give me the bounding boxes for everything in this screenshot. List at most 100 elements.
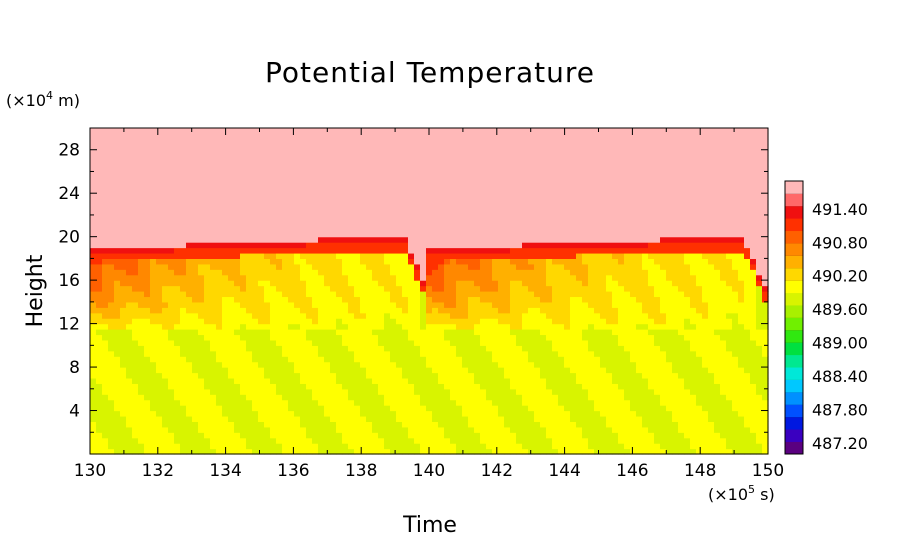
- heatmap-cell: [168, 176, 175, 183]
- heatmap-cell: [306, 291, 313, 298]
- heatmap-cell: [282, 187, 289, 194]
- heatmap-cell: [234, 301, 241, 308]
- heatmap-cell: [162, 318, 169, 325]
- heatmap-cell: [474, 274, 481, 281]
- heatmap-cell: [222, 187, 229, 194]
- heatmap-cell: [138, 176, 145, 183]
- heatmap-cell: [348, 176, 355, 183]
- heatmap-cell: [552, 415, 559, 422]
- heatmap-cell: [180, 138, 187, 145]
- heatmap-cell: [312, 405, 319, 412]
- heatmap-cell: [402, 242, 409, 249]
- heatmap-cell: [570, 242, 577, 249]
- heatmap-cell: [144, 432, 151, 439]
- heatmap-cell: [186, 437, 193, 444]
- heatmap-cell: [246, 405, 253, 412]
- heatmap-cell: [576, 220, 583, 227]
- heatmap-cell: [444, 377, 451, 384]
- heatmap-cell: [426, 361, 433, 368]
- heatmap-cell: [186, 307, 193, 314]
- heatmap-cell: [516, 301, 523, 308]
- heatmap-cell: [570, 329, 577, 336]
- heatmap-cell: [186, 214, 193, 221]
- heatmap-cell: [492, 274, 499, 281]
- heatmap-cell: [390, 149, 397, 156]
- heatmap-cell: [534, 236, 541, 243]
- heatmap-cell: [144, 426, 151, 433]
- heatmap-cell: [552, 377, 559, 384]
- heatmap-cell: [264, 171, 271, 178]
- heatmap-cell: [258, 372, 265, 379]
- heatmap-cell: [240, 138, 247, 145]
- heatmap-cell: [528, 198, 535, 205]
- heatmap-cell: [150, 149, 157, 156]
- heatmap-cell: [222, 149, 229, 156]
- heatmap-cell: [294, 247, 301, 254]
- heatmap-cell: [282, 280, 289, 287]
- heatmap-cell: [318, 345, 325, 352]
- heatmap-cell: [462, 291, 469, 298]
- heatmap-cell: [294, 214, 301, 221]
- heatmap-cell: [174, 405, 181, 412]
- heatmap-cell: [264, 160, 271, 167]
- heatmap-cell: [558, 361, 565, 368]
- heatmap-cell: [336, 312, 343, 319]
- heatmap-cell: [96, 388, 103, 395]
- heatmap-cell: [438, 193, 445, 200]
- heatmap-cell: [102, 214, 109, 221]
- heatmap-cell: [258, 220, 265, 227]
- heatmap-cell: [240, 133, 247, 140]
- heatmap-cell: [342, 399, 349, 406]
- heatmap-cell: [210, 426, 217, 433]
- heatmap-cell: [564, 274, 571, 281]
- heatmap-cell: [588, 426, 595, 433]
- heatmap-cell: [468, 410, 475, 417]
- heatmap-cell: [150, 323, 157, 330]
- heatmap-cell: [288, 252, 295, 259]
- heatmap-cell: [336, 144, 343, 151]
- heatmap-cell: [108, 263, 115, 270]
- heatmap-cell: [222, 133, 229, 140]
- heatmap-cell: [402, 285, 409, 292]
- heatmap-cell: [420, 367, 427, 374]
- heatmap-cell: [276, 269, 283, 276]
- heatmap-cell: [522, 437, 529, 444]
- heatmap-cell: [498, 394, 505, 401]
- heatmap-cell: [390, 204, 397, 211]
- heatmap-cell: [258, 415, 265, 422]
- heatmap-cell: [186, 155, 193, 162]
- heatmap-cell: [432, 187, 439, 194]
- heatmap-cell: [486, 443, 493, 450]
- heatmap-cell: [432, 367, 439, 374]
- heatmap-cell: [372, 133, 379, 140]
- heatmap-cell: [252, 323, 259, 330]
- heatmap-cell: [564, 280, 571, 287]
- heatmap-cell: [402, 252, 409, 259]
- heatmap-cell: [450, 128, 457, 135]
- heatmap-cell: [504, 399, 511, 406]
- heatmap-cell: [432, 323, 439, 330]
- heatmap-cell: [120, 329, 127, 336]
- heatmap-cell: [162, 187, 169, 194]
- heatmap-cell: [288, 339, 295, 346]
- heatmap-cell: [546, 437, 553, 444]
- heatmap-cell: [138, 144, 145, 151]
- heatmap-cell: [462, 225, 469, 232]
- heatmap-cell: [198, 388, 205, 395]
- heatmap-cell: [534, 187, 541, 194]
- heatmap-cell: [402, 405, 409, 412]
- heatmap-cell: [432, 388, 439, 395]
- heatmap-cell: [444, 296, 451, 303]
- heatmap-cell: [354, 138, 361, 145]
- heatmap-cell: [210, 166, 217, 173]
- heatmap-cell: [546, 263, 553, 270]
- heatmap-cell: [510, 204, 517, 211]
- heatmap-cell: [582, 334, 589, 341]
- heatmap-cell: [366, 377, 373, 384]
- heatmap-cell: [480, 339, 487, 346]
- heatmap-cell: [192, 133, 199, 140]
- heatmap-cell: [204, 242, 211, 249]
- heatmap-cell: [378, 329, 385, 336]
- heatmap-cell: [318, 307, 325, 314]
- heatmap-cell: [576, 307, 583, 314]
